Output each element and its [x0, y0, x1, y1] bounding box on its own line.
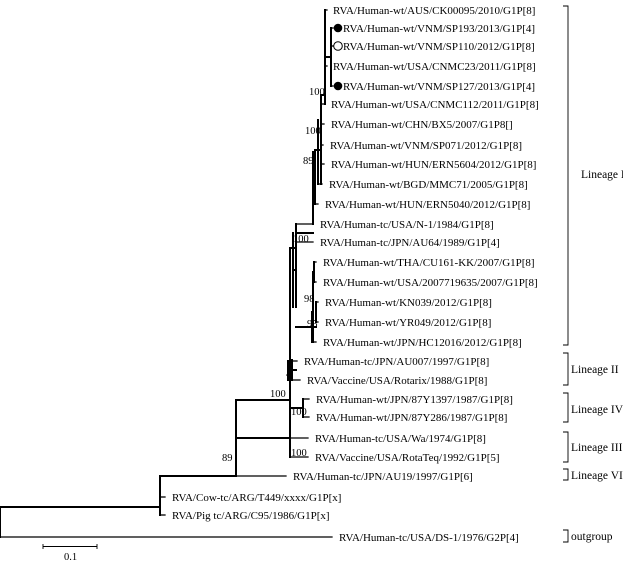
scale-bar: 0.1	[42, 544, 98, 561]
taxon-label: RVA/Human-wt/HUN/ERN5040/2012/G1P[8]	[325, 199, 530, 211]
tree-branches	[0, 9, 334, 538]
lineage-bracket	[563, 431, 569, 463]
taxon-label: RVA/Human-wt/HUN/ERN5604/2012/G1P[8]	[331, 159, 536, 171]
taxon-label: RVA/Human-wt/VNM/SP193/2013/G1P[4]	[343, 23, 535, 35]
bootstrap-value: 100	[291, 448, 307, 459]
lineage-label: Lineage VI	[571, 470, 623, 482]
bootstrap-value: 98	[304, 294, 315, 305]
taxon-label: RVA/Human-wt/USA/CNMC23/2011/G1P[8]	[333, 61, 536, 73]
taxon-label: RVA/Human-wt/JPN/HC12016/2012/G1P[8]	[323, 337, 522, 349]
taxon-label: RVA/Human-wt/YR049/2012/G1P[8]	[325, 317, 491, 329]
taxon-label: RVA/Human-wt/JPN/87Y1397/1987/G1P[8]	[316, 394, 513, 406]
taxon-markers	[333, 23, 343, 91]
taxon-label: RVA/Vaccine/USA/Rotarix/1988/G1P[8]	[307, 375, 487, 387]
filled-circle-marker	[333, 23, 343, 33]
taxon-label: RVA/Pig tc/ARG/C95/1986/G1P[x]	[172, 510, 330, 522]
bootstrap-value: 89	[303, 156, 314, 167]
lineage-label: Lineage III	[571, 442, 623, 454]
taxon-label: RVA/Human-wt/VNM/SP071/2012/G1P[8]	[330, 140, 522, 152]
scale-bar-line	[42, 544, 98, 549]
lineage-label: Lineage II	[571, 364, 619, 376]
taxon-label: RVA/Human-tc/JPN/AU64/1989/G1P[4]	[320, 237, 500, 249]
taxon-label: RVA/Human-wt/CHN/BX5/2007/G1P8[]	[331, 119, 513, 131]
taxon-label: RVA/Cow-tc/ARG/T449/xxxx/G1P[x]	[172, 492, 341, 504]
open-circle-marker	[333, 41, 343, 51]
taxon-labels: RVA/Human-wt/AUS/CK00095/2010/G1P[8] RVA/…	[172, 5, 539, 544]
filled-circle-marker	[333, 81, 343, 91]
taxon-label: RVA/Human-wt/VNM/SP110/2012/G1P[8]	[343, 41, 535, 53]
lineage-brackets: Lineage I Lineage II Lineage IV Lineage III…	[563, 5, 623, 543]
lineage-bracket	[563, 352, 569, 386]
lineage-bracket	[563, 392, 569, 423]
taxon-label: RVA/Human-wt/JPN/87Y286/1987/G1P[8]	[316, 412, 507, 424]
bootstrap-value: 100	[293, 234, 309, 245]
bootstrap-value: 89	[222, 453, 233, 464]
taxon-label: RVA/Human-wt/USA/CNMC112/2011/G1P[8]	[331, 99, 539, 111]
taxon-label: RVA/Human-tc/USA/DS-1/1976/G2P[4]	[339, 532, 519, 544]
taxon-label: RVA/Human-tc/JPN/AU007/1997/G1P[8]	[304, 356, 489, 368]
bootstrap-value: 100	[309, 87, 325, 98]
taxon-label: RVA/Human-tc/JPN/AU19/1997/G1P[6]	[293, 471, 473, 483]
taxon-label: RVA/Human-tc/USA/Wa/1974/G1P[8]	[315, 433, 486, 445]
lineage-label: outgroup	[571, 531, 613, 543]
taxon-label: RVA/Human-tc/USA/N-1/1984/G1P[8]	[320, 219, 494, 231]
lineage-label: Lineage I	[581, 169, 623, 181]
taxon-label: RVA/Human-wt/USA/2007719635/2007/G1P[8]	[323, 277, 538, 289]
bootstrap-value: 100	[291, 407, 307, 418]
lineage-bracket	[563, 468, 569, 481]
lineage-label: Lineage IV	[571, 404, 623, 416]
taxon-label: RVA/Human-wt/KN039/2012/G1P[8]	[325, 297, 492, 309]
taxon-label: RVA/Human-wt/VNM/SP127/2013/G1P[4]	[343, 81, 535, 93]
taxon-label: RVA/Vaccine/USA/RotaTeq/1992/G1P[5]	[315, 452, 500, 464]
bootstrap-value: 95	[307, 319, 318, 330]
bootstrap-value: 4	[286, 369, 292, 380]
lineage-bracket	[563, 529, 569, 543]
lineage-bracket	[563, 5, 569, 346]
scale-bar-label: 0.1	[64, 552, 77, 561]
bootstrap-value: 100	[270, 389, 286, 400]
taxon-label: RVA/Human-wt/THA/CU161-KK/2007/G1P[8]	[323, 257, 535, 269]
bootstrap-value: 100	[305, 126, 321, 137]
taxon-label: RVA/Human-wt/BGD/MMC71/2005/G1P[8]	[329, 179, 528, 191]
taxon-label: RVA/Human-wt/AUS/CK00095/2010/G1P[8]	[333, 5, 535, 17]
